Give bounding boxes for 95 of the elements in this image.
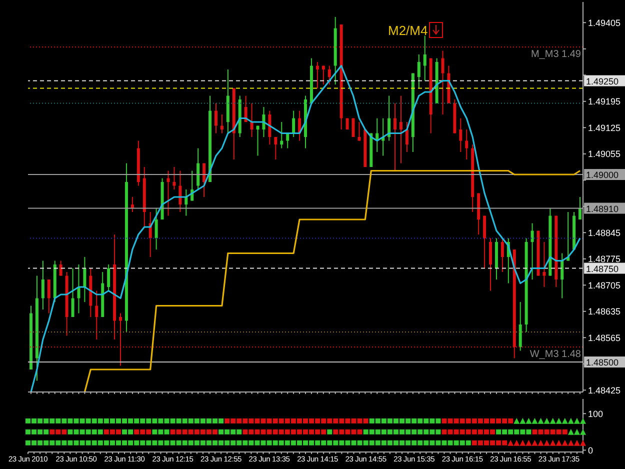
candlestick [500, 238, 504, 272]
y-tick-label: 1.49195 [588, 96, 621, 107]
candlestick [83, 256, 86, 302]
point [538, 418, 544, 424]
point [568, 440, 574, 446]
candlestick [166, 170, 170, 216]
candlestick [184, 189, 188, 216]
candlestick [220, 114, 224, 134]
candlestick [394, 102, 397, 172]
candlestick [441, 50, 444, 115]
candlestick [328, 65, 331, 85]
candlestick [518, 302, 522, 352]
y-tick-label: 1.49405 [588, 18, 621, 28]
candlestick [172, 166, 176, 190]
point [562, 440, 568, 446]
candlestick [465, 129, 468, 160]
y-tick-label: 0 [588, 445, 594, 456]
ref-line-label: 1.48910 [586, 204, 619, 214]
y-tick-label: 1.48705 [588, 280, 621, 290]
candlestick [256, 125, 260, 156]
candlestick [214, 102, 218, 134]
point [532, 418, 538, 424]
point [514, 418, 520, 424]
candlestick [405, 122, 408, 152]
candlestick [71, 268, 74, 318]
point [520, 418, 526, 424]
candlestick [41, 260, 44, 310]
point [538, 440, 544, 446]
point [574, 428, 580, 435]
y-tick-label: 100 [588, 408, 604, 419]
y-tick-label: 1.48565 [588, 332, 621, 343]
point [568, 428, 574, 435]
candlestick [316, 62, 319, 89]
point [514, 440, 520, 446]
ref-line-label: 1.49000 [586, 170, 619, 180]
line-series [84, 170, 581, 392]
candlestick [417, 54, 420, 89]
line-series [30, 64, 581, 392]
candlestick [399, 95, 402, 164]
point [550, 440, 556, 446]
y-tick-label: 1.48775 [588, 254, 621, 264]
candlestick [59, 260, 62, 276]
y-tick-label: 1.49125 [588, 122, 621, 133]
candlestick [322, 65, 325, 85]
ref-line-label: 1.48750 [586, 264, 619, 274]
candlestick [77, 264, 80, 314]
annotation: M2/M4 [388, 22, 428, 38]
point [580, 428, 586, 435]
point [556, 440, 562, 446]
point [580, 440, 586, 446]
point [520, 440, 526, 446]
candlestick [274, 136, 278, 160]
ref-line-label: W_M3 1.48 [530, 349, 582, 360]
candlestick [483, 215, 486, 269]
candlestick [280, 122, 284, 149]
ref-line-label: M_M3 1.49 [530, 49, 582, 60]
point [580, 418, 586, 424]
candlestick [47, 279, 50, 314]
candlestick [202, 162, 206, 198]
candlestick [119, 312, 122, 366]
point [574, 418, 580, 424]
candlestick [107, 264, 110, 292]
point [556, 418, 562, 424]
candlestick [286, 132, 290, 149]
candlestick [489, 238, 492, 292]
candlestick [196, 148, 200, 190]
candlestick [530, 222, 534, 280]
point [532, 440, 538, 446]
candlestick [423, 35, 426, 82]
candlestick [292, 110, 296, 138]
point [544, 418, 550, 424]
candlestick [268, 110, 272, 145]
candlestick [560, 252, 564, 299]
point [550, 418, 556, 424]
y-tick-label: 1.48425 [588, 385, 621, 396]
ref-line-label: 1.48500 [586, 358, 619, 368]
point [574, 440, 580, 446]
candlestick [154, 208, 158, 250]
point [568, 418, 574, 424]
point [562, 418, 568, 424]
point [544, 440, 550, 446]
candlestick [459, 118, 462, 152]
y-tick-label: 1.48635 [588, 306, 621, 317]
point [526, 418, 532, 424]
ref-line-label: 1.49250 [586, 76, 619, 86]
candlestick [388, 95, 391, 142]
candlestick [578, 196, 582, 220]
candlestick [95, 290, 98, 340]
point [508, 440, 514, 446]
candlestick [542, 242, 546, 288]
candlestick [358, 122, 361, 142]
candlestick [130, 196, 134, 212]
y-tick-label: 1.49055 [588, 149, 621, 160]
y-tick-label: 1.48845 [588, 228, 621, 238]
point [526, 440, 532, 446]
